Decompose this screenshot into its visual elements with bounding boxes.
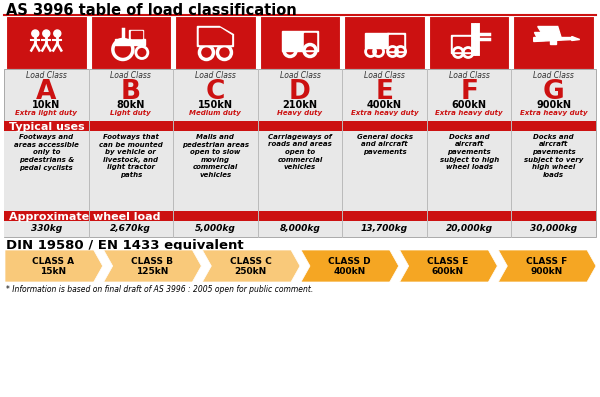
- Text: 15kN: 15kN: [40, 266, 67, 276]
- Bar: [514, 16, 594, 69]
- Polygon shape: [534, 37, 574, 42]
- Text: 5,000kg: 5,000kg: [195, 224, 236, 233]
- Bar: [429, 16, 509, 69]
- Polygon shape: [499, 250, 596, 282]
- Text: CLASS C: CLASS C: [230, 256, 272, 266]
- Text: E: E: [376, 79, 394, 105]
- Text: DIN 19580 / EN 1433 equivalent: DIN 19580 / EN 1433 equivalent: [6, 239, 244, 252]
- Circle shape: [54, 30, 61, 37]
- Text: Extra heavy duty: Extra heavy duty: [351, 110, 418, 116]
- Polygon shape: [202, 250, 300, 282]
- Polygon shape: [538, 27, 562, 39]
- Bar: [344, 16, 425, 69]
- Bar: [4, 131, 596, 211]
- Text: Load Class: Load Class: [26, 71, 67, 80]
- Polygon shape: [453, 37, 471, 50]
- Text: Medium duty: Medium duty: [190, 110, 241, 116]
- Polygon shape: [199, 29, 232, 44]
- Text: F: F: [460, 79, 478, 105]
- Text: B: B: [121, 79, 141, 105]
- Polygon shape: [400, 250, 497, 282]
- Text: * Information is based on final draft of AS 3996 : 2005 open for public comment.: * Information is based on final draft of…: [6, 285, 313, 294]
- Text: Carriageways of
roads and areas
open to
commercial
vehicles: Carriageways of roads and areas open to …: [268, 134, 332, 170]
- Text: Load Class: Load Class: [280, 71, 320, 80]
- Text: 900kN: 900kN: [530, 266, 563, 276]
- Bar: [260, 16, 340, 69]
- Polygon shape: [197, 27, 233, 46]
- Text: Docks and
aircraft
pavements
subject to high
wheel loads: Docks and aircraft pavements subject to …: [440, 134, 499, 170]
- Text: Load Class: Load Class: [110, 71, 151, 80]
- Text: Extra heavy duty: Extra heavy duty: [520, 110, 587, 116]
- Text: C: C: [206, 79, 225, 105]
- Text: Load Class: Load Class: [533, 71, 574, 80]
- Text: Footways and
areas accessible
only to
pedestrians &
pedal cyclists: Footways and areas accessible only to pe…: [14, 134, 79, 171]
- Text: CLASS D: CLASS D: [328, 256, 371, 266]
- Text: Typical uses: Typical uses: [9, 122, 85, 132]
- Text: Load Class: Load Class: [364, 71, 405, 80]
- Text: 20,000kg: 20,000kg: [446, 224, 493, 233]
- Text: Light duty: Light duty: [110, 110, 151, 116]
- Polygon shape: [365, 33, 389, 48]
- Polygon shape: [550, 39, 556, 44]
- Bar: [4, 69, 596, 121]
- Polygon shape: [389, 35, 403, 50]
- Polygon shape: [534, 31, 544, 39]
- Text: 330kg: 330kg: [31, 224, 62, 233]
- Text: 10kN: 10kN: [32, 100, 61, 110]
- Polygon shape: [129, 29, 143, 39]
- Text: 900kN: 900kN: [536, 100, 571, 110]
- Bar: [4, 121, 596, 131]
- Text: 2,670kg: 2,670kg: [110, 224, 151, 233]
- Text: Malls and
pedestrian areas
open to slow
moving
commercial
vehicles: Malls and pedestrian areas open to slow …: [182, 134, 249, 178]
- Polygon shape: [5, 250, 103, 282]
- Polygon shape: [301, 250, 398, 282]
- Text: 13,700kg: 13,700kg: [361, 224, 408, 233]
- Text: D: D: [289, 79, 311, 105]
- Text: CLASS E: CLASS E: [427, 256, 469, 266]
- Polygon shape: [131, 31, 142, 37]
- Text: 210kN: 210kN: [283, 100, 317, 110]
- Bar: [175, 16, 256, 69]
- Bar: [6, 16, 86, 69]
- Text: Extra heavy duty: Extra heavy duty: [436, 110, 503, 116]
- Text: CLASS A: CLASS A: [32, 256, 74, 266]
- Polygon shape: [304, 33, 316, 48]
- Bar: [4, 69, 596, 237]
- Text: 80kN: 80kN: [116, 100, 145, 110]
- Polygon shape: [451, 35, 473, 52]
- Text: Heavy duty: Heavy duty: [277, 110, 323, 116]
- Text: Approximate wheel load: Approximate wheel load: [9, 212, 161, 222]
- Bar: [91, 16, 171, 69]
- Text: Docks and
aircraft
pavements
subject to very
high wheel
loads: Docks and aircraft pavements subject to …: [524, 134, 583, 178]
- Text: A: A: [36, 79, 56, 105]
- Polygon shape: [282, 31, 318, 50]
- Text: 400kN: 400kN: [333, 266, 365, 276]
- Text: G: G: [543, 79, 565, 105]
- Text: General docks
and aircraft
pavements: General docks and aircraft pavements: [356, 134, 413, 155]
- Circle shape: [43, 30, 50, 37]
- Text: Extra light duty: Extra light duty: [15, 110, 77, 116]
- Text: 400kN: 400kN: [367, 100, 402, 110]
- Text: 30,000kg: 30,000kg: [530, 224, 577, 233]
- Bar: [4, 211, 596, 221]
- Text: CLASS B: CLASS B: [131, 256, 173, 266]
- Text: AS 3996 table of load classification: AS 3996 table of load classification: [6, 3, 297, 18]
- Text: Footways that
can be mounted
by vehicle or
livestock, and
light tractor
paths: Footways that can be mounted by vehicle …: [99, 134, 163, 178]
- Polygon shape: [386, 33, 404, 52]
- Polygon shape: [104, 250, 202, 282]
- Polygon shape: [115, 39, 145, 44]
- Text: Load Class: Load Class: [449, 71, 490, 80]
- Text: CLASS F: CLASS F: [526, 256, 567, 266]
- Text: 125kN: 125kN: [136, 266, 168, 276]
- Polygon shape: [572, 37, 580, 40]
- Text: 600kN: 600kN: [452, 100, 487, 110]
- Text: 600kN: 600kN: [432, 266, 464, 276]
- Text: 250kN: 250kN: [235, 266, 267, 276]
- Bar: [4, 221, 596, 237]
- Text: 8,000kg: 8,000kg: [280, 224, 320, 233]
- Circle shape: [32, 30, 39, 37]
- Text: Load Class: Load Class: [195, 71, 236, 80]
- Text: 150kN: 150kN: [198, 100, 233, 110]
